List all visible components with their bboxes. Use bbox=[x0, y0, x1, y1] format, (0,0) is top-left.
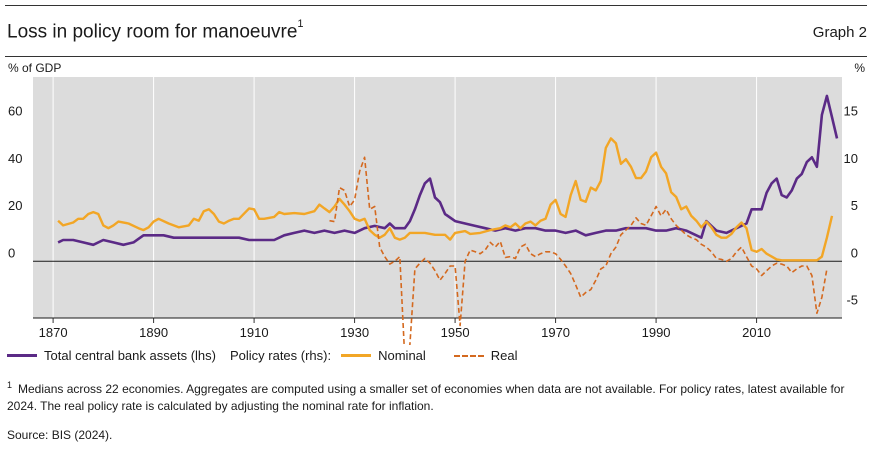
nominal-line bbox=[57, 137, 834, 262]
title-footnote-marker: 1 bbox=[297, 18, 304, 30]
legend: Total central bank assets (lhs) Policy r… bbox=[7, 348, 532, 363]
legend-item-real: Real bbox=[453, 348, 518, 363]
right-axis-unit: % bbox=[854, 61, 865, 75]
legend-label-real: Real bbox=[490, 348, 518, 363]
x-tick-label: 1930 bbox=[340, 325, 369, 340]
y-left-tick-label: 40 bbox=[8, 151, 22, 166]
footnote: 1 Medians across 22 economies. Aggregates… bbox=[7, 377, 869, 415]
x-tick-label: 2010 bbox=[742, 325, 771, 340]
x-tick-label: 1910 bbox=[240, 325, 269, 340]
legend-label-nominal: Nominal bbox=[378, 348, 426, 363]
footnote-text: Medians across 22 economies. Aggregates … bbox=[7, 382, 845, 413]
x-tick-label: 1870 bbox=[39, 325, 68, 340]
graph-label: Graph 2 bbox=[812, 24, 867, 41]
legend-swatch-nominal bbox=[341, 354, 372, 357]
plot-area bbox=[33, 77, 842, 318]
y-right-tick-label: -5 bbox=[846, 293, 858, 308]
legend-swatch-real bbox=[453, 354, 484, 357]
y-right-tick-label: 5 bbox=[851, 198, 858, 213]
legend-label-total-assets: Total central bank assets (lhs) bbox=[44, 348, 216, 363]
title-rule bbox=[5, 56, 867, 57]
legend-item-nominal: Policy rates (rhs): Nominal bbox=[230, 348, 426, 363]
real-line bbox=[329, 156, 828, 345]
chart-title: Loss in policy room for manoeuvre1 bbox=[7, 18, 304, 43]
y-left-tick-label: 20 bbox=[8, 198, 22, 213]
x-tick-label: 1970 bbox=[541, 325, 570, 340]
legend-item-total-assets: Total central bank assets (lhs) bbox=[7, 348, 216, 363]
x-tick-label: 1990 bbox=[642, 325, 671, 340]
assets-line bbox=[57, 94, 839, 247]
top-rule bbox=[5, 5, 867, 6]
x-tick-label: 1890 bbox=[139, 325, 168, 340]
line-chart: 1870 1890 1910 1930 1950 1970 1990 2010 0 20 40 60 -… bbox=[8, 77, 858, 345]
x-tick-label: 1950 bbox=[441, 325, 470, 340]
y-right-tick-label: 10 bbox=[844, 151, 858, 166]
footnote-marker: 1 bbox=[7, 380, 13, 390]
y-left-tick-label: 0 bbox=[8, 245, 15, 260]
left-axis-unit: % of GDP bbox=[8, 61, 62, 75]
legend-label-policy-rates: Policy rates (rhs): bbox=[229, 348, 332, 363]
y-right-tick-label: 15 bbox=[844, 104, 858, 119]
y-left-tick-label: 60 bbox=[8, 104, 22, 119]
y-right-tick-label: 0 bbox=[851, 245, 858, 260]
source-note: Source: BIS (2024). bbox=[7, 428, 113, 442]
legend-swatch-assets bbox=[7, 354, 37, 357]
